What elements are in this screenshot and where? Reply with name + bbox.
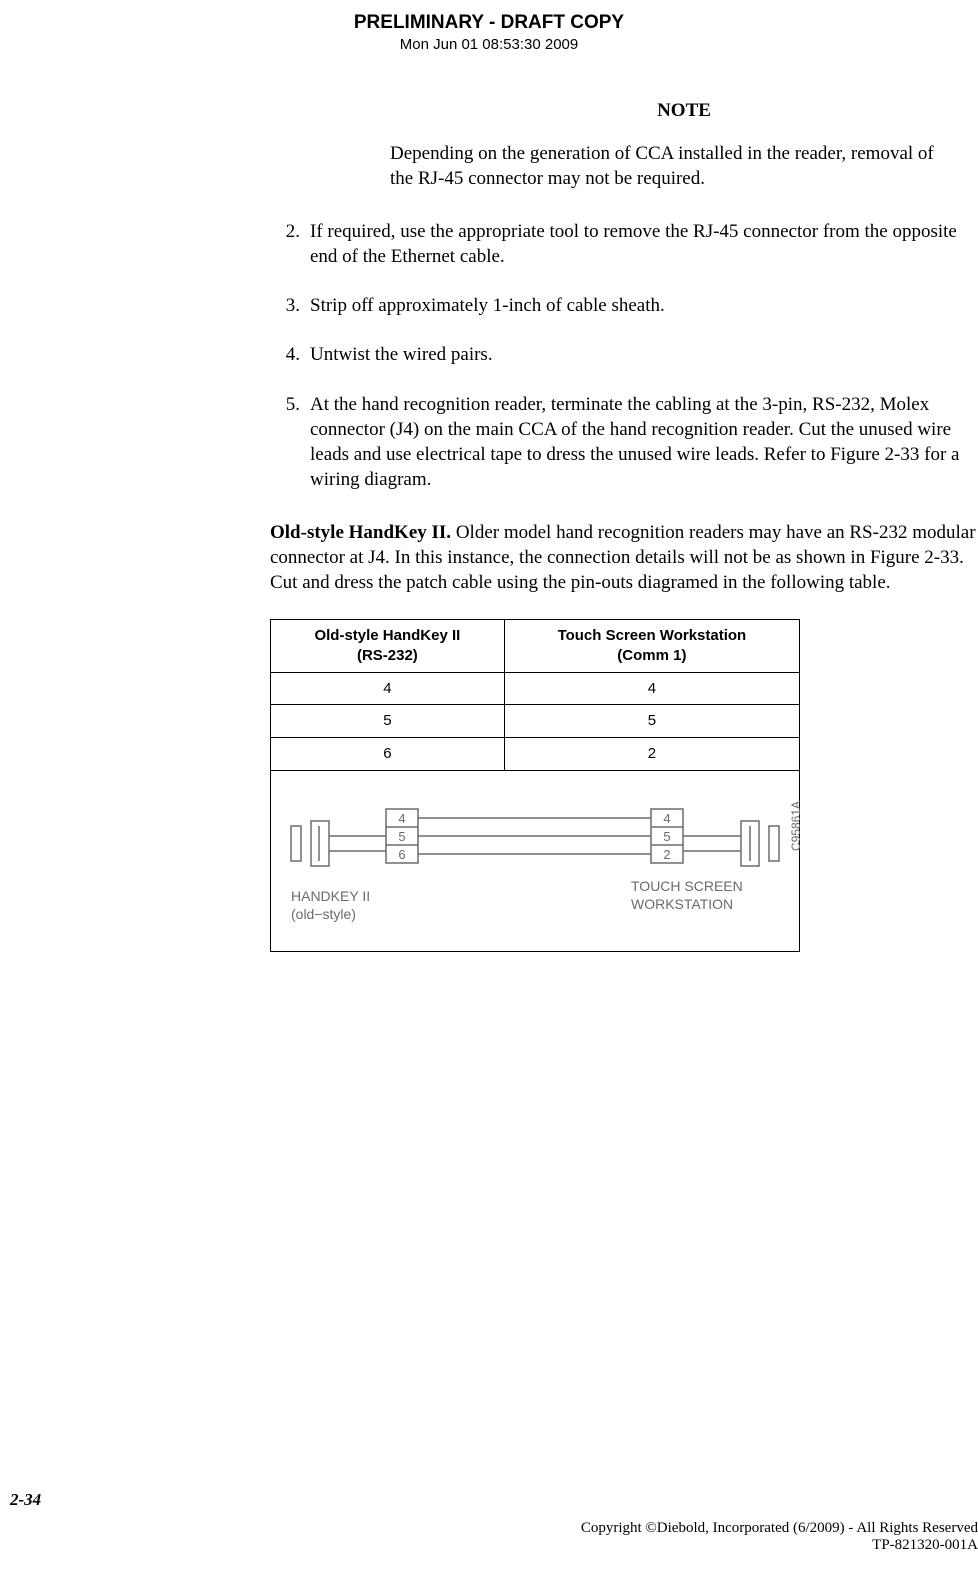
table-cell: 5 [504,705,799,738]
step-text: If required, use the appropriate tool to… [310,219,978,269]
right-pin-1: 5 [663,829,670,844]
table-row: 5 5 [271,705,800,738]
col-header-line2: (RS-232) [357,647,418,664]
doc-id: TP-821320-001A [581,1537,978,1554]
copyright-line: Copyright ©Diebold, Incorporated (6/2009… [581,1520,978,1537]
header-title: PRELIMINARY - DRAFT COPY [0,12,978,34]
page-header: PRELIMINARY - DRAFT COPY Mon Jun 01 08:5… [0,0,978,53]
page-number: 2-34 [10,1490,41,1510]
table-header-row: Old-style HandKey II (RS-232) Touch Scre… [271,620,800,673]
diagram-right-label-2: WORKSTATION [631,896,733,912]
table-cell: 4 [271,672,505,705]
right-pin-2: 2 [663,847,670,862]
col-header-line2: (Comm 1) [617,647,686,664]
step-item: 2. If required, use the appropriate tool… [270,219,978,269]
step-number: 4. [270,342,310,367]
step-number: 3. [270,293,310,318]
wiring-diagram: 4 5 6 4 5 2 HANDKEY II (old−style) [271,771,799,951]
step-item: 4. Untwist the wired pairs. [270,342,978,367]
table-row: 6 2 [271,738,800,771]
step-number: 5. [270,392,310,492]
table-cell: 2 [504,738,799,771]
step-item: 3. Strip off approximately 1-inch of cab… [270,293,978,318]
diagram-code: C95861A [789,801,805,851]
table-cell: 6 [271,738,505,771]
note-heading: NOTE [390,98,978,123]
header-date: Mon Jun 01 08:53:30 2009 [0,36,978,53]
col-header-line1: Touch Screen Workstation [558,627,747,644]
diagram-cell: 4 5 6 4 5 2 HANDKEY II (old−style) [271,771,800,952]
paragraph-bold: Old-style HandKey II. [270,522,451,543]
table-cell: 5 [271,705,505,738]
diagram-right-label-1: TOUCH SCREEN [631,878,743,894]
step-text: Untwist the wired pairs. [310,342,978,367]
pinout-table: Old-style HandKey II (RS-232) Touch Scre… [270,619,800,952]
table-cell: 4 [504,672,799,705]
left-pin-1: 5 [398,829,405,844]
main-content: NOTE Depending on the generation of CCA … [270,53,978,952]
col-header-line1: Old-style HandKey II [314,627,460,644]
step-text: At the hand recognition reader, terminat… [310,392,978,492]
left-pin-2: 6 [398,847,405,862]
step-text: Strip off approximately 1-inch of cable … [310,293,978,318]
table-diagram-row: 4 5 6 4 5 2 HANDKEY II (old−style) [271,771,800,952]
diagram-left-label-2: (old−style) [291,906,356,922]
note-body: Depending on the generation of CCA insta… [390,141,948,191]
table-header-cell: Old-style HandKey II (RS-232) [271,620,505,673]
paragraph-oldstyle: Old-style HandKey II. Older model hand r… [270,520,978,595]
table-header-cell: Touch Screen Workstation (Comm 1) [504,620,799,673]
wiring-svg: 4 5 6 4 5 2 HANDKEY II (old−style) [271,771,799,951]
step-number: 2. [270,219,310,269]
left-pin-0: 4 [398,811,405,826]
footer-right: Copyright ©Diebold, Incorporated (6/2009… [581,1520,978,1554]
diagram-left-label-1: HANDKEY II [291,888,370,904]
step-item: 5. At the hand recognition reader, termi… [270,392,978,492]
right-pin-0: 4 [663,811,670,826]
step-list: 2. If required, use the appropriate tool… [270,219,978,492]
table-row: 4 4 [271,672,800,705]
